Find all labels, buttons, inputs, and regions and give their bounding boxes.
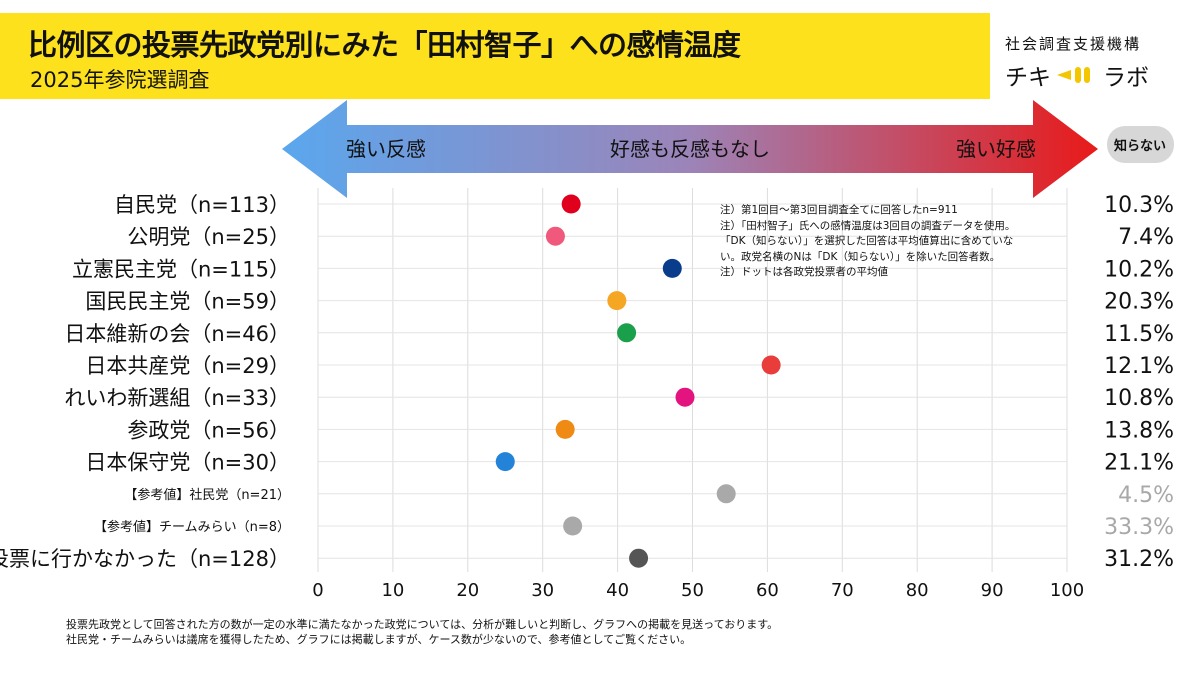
x-tick-label: 20 (456, 580, 479, 601)
brand-text-labo: ラボ (1103, 65, 1149, 91)
dk-header-pill (1107, 126, 1174, 163)
category-label: 日本維新の会（n=46） (64, 322, 290, 346)
category-label: 投票に行かなかった（n=128） (0, 547, 290, 571)
dk-percentage: 13.8% (1104, 418, 1174, 443)
grid (317, 188, 1068, 572)
dk-percentage: 10.2% (1104, 257, 1174, 282)
x-tick-label: 40 (606, 580, 629, 601)
chart-title: 比例区の投票先政党別にみた「田村智子」への感情温度 (28, 28, 741, 62)
dk-percentage: 21.1% (1104, 451, 1174, 476)
dk-header-label: 知らない (1114, 138, 1166, 154)
dk-percentage: 33.3% (1104, 515, 1174, 540)
footnotes: 投票先政党として回答された方の数が一定の水準に満たなかった政党については、分析が… (66, 617, 778, 647)
category-label: 国民民主党（n=59） (85, 290, 290, 314)
note-line: 「DK（知らない）」を選択した回答は平均値算出に含めていな (720, 235, 1014, 247)
footnote-line: 社民党・チームみらいは議席を獲得したため、グラフには掲載しますが、ケース数が少な… (66, 633, 692, 646)
dk-percentage: 4.5% (1118, 483, 1174, 508)
category-label: 自民党（n=113） (114, 193, 290, 217)
data-point (716, 484, 736, 504)
x-tick-label: 60 (756, 580, 779, 601)
dk-percentage: 31.2% (1104, 547, 1174, 572)
chart-subtitle: 2025年参院選調査 (30, 68, 210, 92)
data-point (662, 258, 682, 278)
data-point (617, 323, 637, 343)
category-label: 【参考値】社民党（n=21） (124, 487, 290, 503)
footnote-line: 投票先政党として回答された方の数が一定の水準に満たなかった政党については、分析が… (66, 618, 779, 631)
x-axis-ticks: 0 10 20 30 40 50 60 70 80 90 100 (312, 580, 1084, 601)
data-point (561, 194, 581, 214)
brand-mark-icon (1057, 67, 1097, 83)
note-line: い。政党名横のNは「DK（知らない）」を除いた回答者数。 (720, 250, 1001, 263)
category-label: 参政党（n=56） (127, 418, 290, 442)
data-point (563, 516, 583, 536)
x-tick-label: 10 (381, 580, 404, 601)
dk-percentage: 7.4% (1118, 225, 1174, 250)
data-point (629, 548, 649, 568)
x-tick-label: 0 (312, 580, 323, 601)
dk-percentage: 11.5% (1104, 322, 1174, 347)
brand-logo: チキ ラボ (1005, 58, 1149, 92)
category-label: れいわ新選組（n=33） (64, 386, 290, 410)
chart-rows: 自民党（n=113） 10.3% 公明党（n=25） 7.4% 立憲民主党（n=115）… (0, 193, 1174, 572)
dk-percentage: 10.8% (1104, 386, 1174, 411)
arrow-center-label: 好感も反感もなし (610, 137, 770, 161)
data-point (607, 291, 627, 311)
note-line: 注）ドットは各政党投票者の平均値 (720, 266, 888, 278)
dk-percentage: 12.1% (1104, 354, 1174, 379)
category-label: 日本共産党（n=29） (85, 354, 290, 378)
x-tick-label: 70 (831, 580, 854, 601)
x-tick-label: 80 (906, 580, 929, 601)
note-line: 注）第1回目〜第3回目調査全てに回答したn=911 (720, 204, 958, 216)
x-tick-label: 100 (1050, 580, 1084, 601)
org-name: 社会調査支援機構 (1005, 35, 1142, 53)
title-band (0, 13, 990, 99)
sentiment-arrow (282, 100, 1098, 198)
data-point (675, 387, 695, 407)
notes: 注）第1回目〜第3回目調査全てに回答したn=911 注）「田村智子」氏への感情温度… (720, 203, 1015, 281)
data-point (555, 419, 575, 439)
data-point (495, 452, 515, 472)
x-tick-label: 30 (531, 580, 554, 601)
dk-percentage: 10.3% (1104, 193, 1174, 218)
arrow-right-label: 強い好感 (956, 137, 1036, 161)
category-label: 【参考値】チームみらい（n=8） (94, 519, 290, 535)
note-line: 注）「田村智子」氏への感情温度は3回目の調査データを使用。 (720, 219, 1016, 232)
data-point (545, 226, 565, 246)
category-label: 立憲民主党（n=115） (72, 257, 290, 281)
dk-percentage: 20.3% (1104, 290, 1174, 315)
brand-text-chiki: チキ (1005, 65, 1051, 91)
category-label: 日本保守党（n=30） (85, 451, 290, 475)
data-point (761, 355, 781, 375)
x-tick-label: 50 (681, 580, 704, 601)
category-label: 公明党（n=25） (127, 225, 290, 249)
arrow-left-label: 強い反感 (346, 137, 426, 161)
x-tick-label: 90 (981, 580, 1004, 601)
